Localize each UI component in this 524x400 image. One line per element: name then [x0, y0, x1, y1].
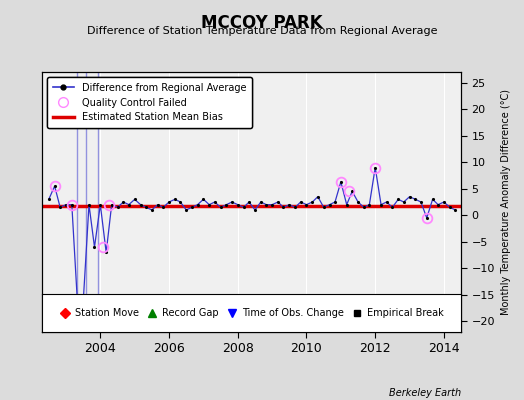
Text: Difference of Station Temperature Data from Regional Average: Difference of Station Temperature Data f… [87, 26, 437, 36]
Text: MCCOY PARK: MCCOY PARK [201, 14, 323, 32]
Legend: Station Move, Record Gap, Time of Obs. Change, Empirical Break: Station Move, Record Gap, Time of Obs. C… [55, 304, 448, 322]
Text: Berkeley Earth: Berkeley Earth [389, 388, 461, 398]
Y-axis label: Monthly Temperature Anomaly Difference (°C): Monthly Temperature Anomaly Difference (… [500, 89, 510, 315]
Legend: Difference from Regional Average, Quality Control Failed, Estimated Station Mean: Difference from Regional Average, Qualit… [47, 77, 252, 128]
